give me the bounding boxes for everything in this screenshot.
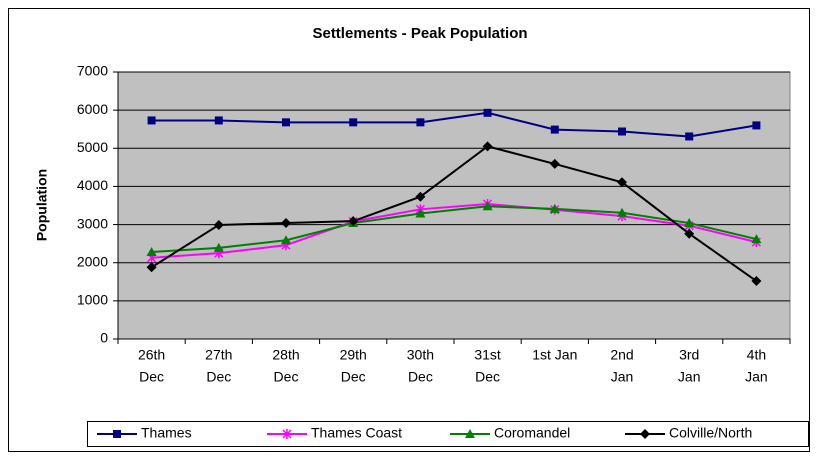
- y-tick-label: 2000: [77, 253, 108, 269]
- data-point: [416, 118, 425, 127]
- y-tick-label: 0: [100, 330, 108, 346]
- data-point: [617, 207, 627, 217]
- x-tick-label: 29th: [340, 347, 367, 363]
- data-point: [349, 118, 358, 127]
- legend-marker: [465, 429, 475, 438]
- data-point: [214, 116, 223, 125]
- x-tick-label: 4th: [747, 347, 766, 363]
- legend-marker: [640, 429, 650, 439]
- y-tick-label: 1000: [77, 292, 108, 308]
- x-tick-label: 28th: [272, 347, 299, 363]
- series-line: [151, 111, 757, 138]
- y-tick-label: 6000: [77, 101, 108, 117]
- series-line: [151, 145, 757, 282]
- data-point: [752, 121, 761, 130]
- data-point: [415, 191, 426, 202]
- series-line: [151, 205, 757, 254]
- x-tick-label: 31st: [474, 347, 501, 363]
- y-tick-label: 3000: [77, 215, 108, 231]
- x-tick-label: Dec: [206, 369, 231, 385]
- data-point: [617, 177, 627, 188]
- legend-label: Colville/North: [669, 425, 752, 441]
- data-point: [684, 228, 695, 239]
- x-tick-label: Jan: [611, 369, 634, 385]
- x-tick-label: Dec: [341, 369, 366, 385]
- data-point: [146, 247, 157, 257]
- data-point: [549, 203, 560, 213]
- legend-marker: [282, 429, 292, 439]
- chart-title: Settlements - Peak Population: [312, 25, 527, 42]
- x-tick-label: 2nd: [610, 347, 633, 363]
- data-point: [282, 118, 290, 127]
- data-point: [685, 132, 694, 141]
- x-tick-label: Dec: [475, 369, 500, 385]
- x-tick-label: 26th: [138, 347, 165, 363]
- legend-marker: [113, 430, 121, 438]
- data-point: [281, 235, 291, 245]
- data-point: [482, 201, 493, 211]
- x-tick-label: 27th: [205, 347, 232, 363]
- legend-label: Thames: [141, 425, 192, 441]
- data-point: [482, 141, 493, 152]
- data-point: [415, 208, 426, 218]
- data-point: [213, 219, 224, 230]
- x-tick-label: 30th: [407, 347, 434, 363]
- legend: [87, 421, 809, 447]
- x-tick-label: Dec: [274, 369, 299, 385]
- data-point: [281, 218, 291, 229]
- data-point: [550, 125, 559, 134]
- y-axis-label: Population: [34, 169, 50, 241]
- data-point: [549, 158, 560, 169]
- data-point: [213, 242, 224, 252]
- data-point: [146, 262, 157, 273]
- data-point: [618, 127, 626, 136]
- x-tick-label: Dec: [408, 369, 433, 385]
- series-line: [151, 202, 757, 259]
- data-point: [684, 218, 695, 228]
- x-tick-label: Dec: [139, 369, 164, 385]
- plot-area: [117, 71, 791, 340]
- data-point: [147, 116, 156, 125]
- x-tick-label: 3rd: [679, 347, 699, 363]
- y-tick-label: 7000: [77, 63, 108, 79]
- legend-label: Thames Coast: [311, 425, 402, 441]
- x-tick-label: 1st Jan: [532, 347, 577, 363]
- x-tick-label: Jan: [678, 369, 701, 385]
- data-point: [751, 276, 762, 287]
- y-tick-label: 5000: [77, 139, 108, 155]
- x-tick-label: Jan: [745, 369, 768, 385]
- legend-label: Coromandel: [494, 425, 570, 441]
- data-point: [483, 108, 492, 117]
- data-point: [348, 216, 359, 227]
- data-point: [751, 234, 762, 244]
- y-tick-label: 4000: [77, 177, 108, 193]
